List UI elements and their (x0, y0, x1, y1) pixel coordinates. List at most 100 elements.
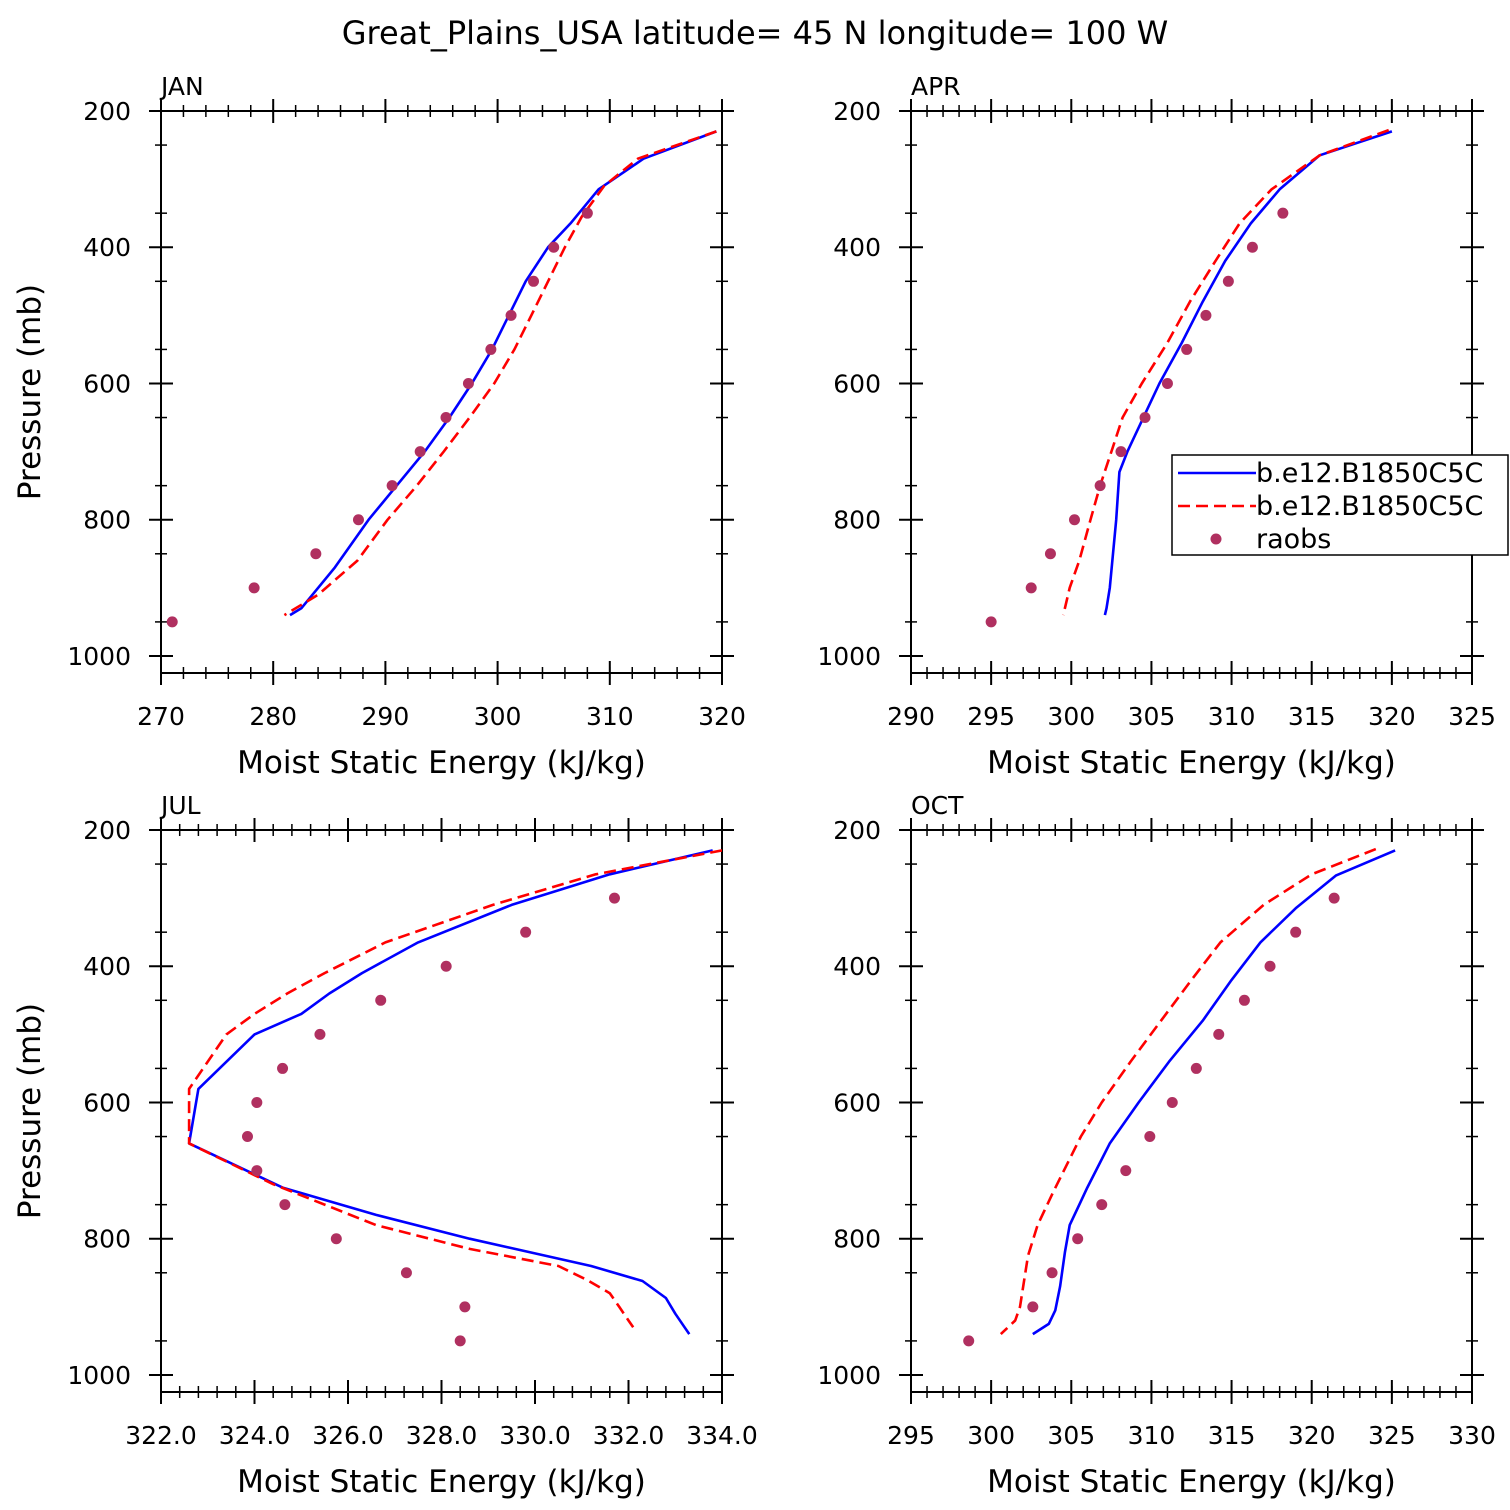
series-group (187, 849, 722, 1347)
x-axis-label: Moist Static Energy (kJ/kg) (237, 1464, 646, 1500)
x-tick-label: 322.0 (125, 1421, 197, 1450)
x-tick-label: 295 (967, 702, 1015, 731)
raobs-point (241, 1131, 253, 1143)
x-tick-label: 290 (887, 702, 935, 731)
x-tick-label: 330.0 (499, 1421, 571, 1450)
plot-frame (910, 110, 1473, 674)
raobs-point (1046, 1267, 1058, 1279)
figure-title: Great_Plains_USA latitude= 45 N longitud… (342, 14, 1169, 52)
x-tick-label: 325 (1368, 1421, 1416, 1450)
raobs-point (279, 1199, 291, 1211)
raobs-point (1120, 1165, 1132, 1177)
y-tick-label: 400 (83, 952, 131, 981)
raobs-point (1025, 582, 1037, 594)
y-tick-label: 200 (833, 816, 881, 845)
legend-label: b.e12.B1850C5C (1256, 491, 1483, 522)
series-group (963, 847, 1396, 1347)
panel-jan: JAN 270 280 290 300 310 320 200 400 600 800 1000 Moi… (12, 72, 746, 781)
raobs-point (400, 1267, 412, 1279)
x-tick-label: 332.0 (593, 1421, 665, 1450)
legend-label: b.e12.B1850C5C (1256, 458, 1483, 489)
raobs-point (1181, 343, 1193, 355)
x-tick-label: 320 (1368, 702, 1416, 731)
x-tick-label: 320 (1288, 1421, 1336, 1450)
raobs-point (310, 548, 322, 560)
panel-label: APR (911, 72, 961, 101)
raobs-point (462, 377, 474, 389)
raobs-point (1200, 309, 1212, 321)
y-tick-label: 800 (833, 506, 881, 535)
y-axis-label: Pressure (mb) (12, 1003, 48, 1219)
legend-box (1171, 454, 1509, 556)
x-tick-label: 325 (1448, 702, 1496, 731)
x-axis-label: Moist Static Energy (kJ/kg) (237, 745, 646, 781)
raobs-point (459, 1301, 471, 1313)
plot-frame (160, 829, 723, 1393)
x-tick-label: 330 (1448, 1421, 1496, 1450)
x-tick-label: 320 (698, 702, 746, 731)
y-tick-label: 600 (833, 369, 881, 398)
plot-frame (910, 829, 1473, 1393)
raobs-point (1290, 926, 1302, 938)
raobs-point (251, 1165, 263, 1177)
raobs-point (1044, 548, 1056, 560)
plot-frame (160, 110, 723, 674)
y-tick-label: 400 (833, 233, 881, 262)
raobs-point (1027, 1301, 1039, 1313)
raobs-point (520, 926, 532, 938)
y-tick-label: 1000 (817, 642, 881, 671)
raobs-point (1246, 241, 1258, 253)
raobs-point (248, 582, 260, 594)
raobs-point (485, 343, 497, 355)
raobs-point (414, 446, 426, 458)
raobs-point (352, 514, 364, 526)
raobs-point (581, 207, 593, 219)
raobs-point (1139, 412, 1151, 424)
y-tick-label: 600 (83, 1088, 131, 1117)
raobs-point (1264, 960, 1276, 972)
raobs-point (1115, 446, 1127, 458)
model-line-solid (289, 130, 717, 617)
raobs-point (454, 1335, 466, 1347)
y-tick-label: 1000 (67, 1361, 131, 1390)
raobs-point (166, 616, 178, 628)
x-tick-label: 310 (586, 702, 634, 731)
panel-label: OCT (911, 791, 964, 820)
y-tick-label: 800 (83, 1225, 131, 1254)
legend-marker (1210, 533, 1222, 545)
panel-oct: OCT 295 300 305 310 315 320 325 330 200 400 600 800 1… (817, 791, 1495, 1500)
raobs-point (1190, 1062, 1202, 1074)
x-tick-label: 310 (1208, 702, 1256, 731)
x-tick-label: 328.0 (406, 1421, 478, 1450)
y-tick-label: 1000 (817, 1361, 881, 1390)
x-tick-label: 334.0 (686, 1421, 758, 1450)
y-tick-label: 600 (833, 1088, 881, 1117)
x-tick-label: 300 (1047, 702, 1095, 731)
model-line-dashed (999, 847, 1377, 1336)
series-group (985, 128, 1393, 628)
raobs-point (1096, 1199, 1108, 1211)
x-axis-label: Moist Static Energy (kJ/kg) (987, 745, 1396, 781)
raobs-point (440, 960, 452, 972)
raobs-point (440, 412, 452, 424)
raobs-point (330, 1233, 342, 1245)
raobs-point (528, 275, 540, 287)
x-tick-label: 305 (1047, 1421, 1095, 1450)
x-tick-label: 295 (887, 1421, 935, 1450)
model-line-solid (1032, 849, 1396, 1336)
x-tick-label: 315 (1208, 1421, 1256, 1450)
x-tick-label: 324.0 (219, 1421, 291, 1450)
raobs-point (375, 994, 387, 1006)
raobs-point (1094, 480, 1106, 492)
panel-label: JUL (159, 791, 201, 820)
raobs-point (1166, 1096, 1178, 1108)
raobs-point (1238, 994, 1250, 1006)
raobs-point (548, 241, 560, 253)
raobs-point (277, 1062, 289, 1074)
raobs-point (1213, 1028, 1225, 1040)
y-tick-label: 400 (83, 233, 131, 262)
panel-label: JAN (159, 72, 204, 101)
y-axis-label: Pressure (mb) (12, 284, 48, 500)
raobs-point (963, 1335, 975, 1347)
